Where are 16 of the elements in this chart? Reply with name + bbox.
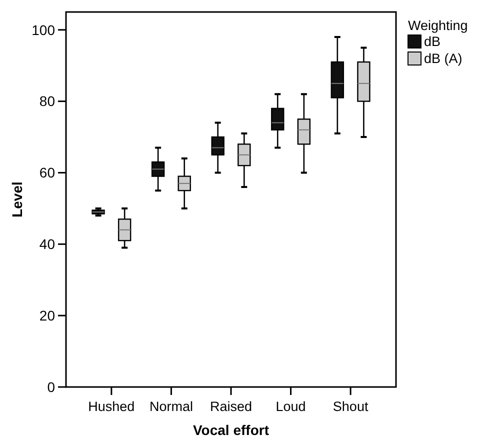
x-tick-label: Normal [149, 399, 193, 414]
legend-title: Weighting [408, 18, 468, 33]
legend-label: dB (A) [424, 51, 462, 66]
y-tick-label: 100 [32, 22, 56, 38]
y-tick-label: 0 [47, 378, 56, 395]
y-tick-label: 60 [39, 164, 56, 181]
x-tick-label: Hushed [88, 399, 135, 414]
x-axis-title: Vocal effort [193, 422, 270, 438]
x-tick-label: Loud [276, 399, 306, 414]
y-tick-label: 80 [39, 93, 56, 110]
x-tick-label: Raised [210, 399, 252, 414]
legend-label: dB [424, 34, 441, 49]
y-axis-title: Level [9, 182, 25, 218]
x-tick-label: Shout [332, 399, 368, 414]
y-tick-label: 20 [39, 307, 56, 324]
y-tick-label: 40 [39, 236, 56, 252]
